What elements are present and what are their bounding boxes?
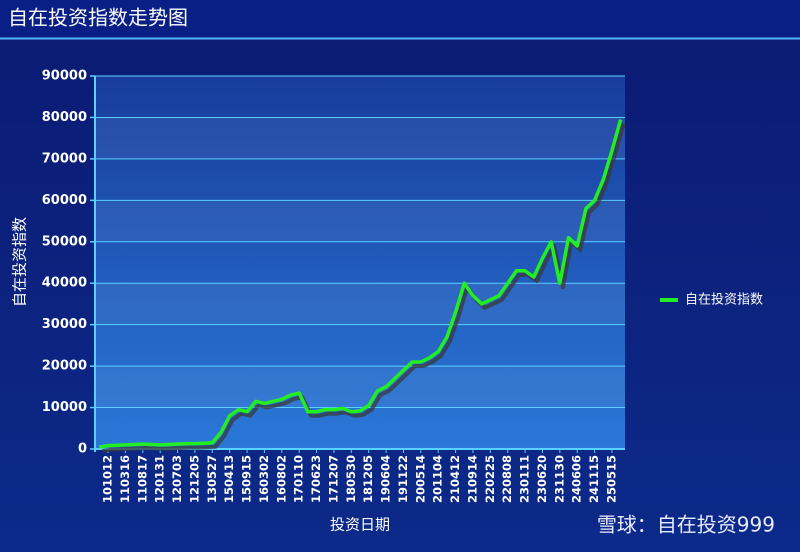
x-tick-label: 241115 bbox=[587, 455, 601, 503]
y-tick-label: 60000 bbox=[42, 193, 87, 208]
x-tick-label: 130527 bbox=[205, 455, 219, 503]
y-axis-title: 自在投资指数 bbox=[11, 217, 29, 307]
watermark: 雪球：自在投资999 bbox=[597, 513, 775, 537]
plot-area bbox=[95, 76, 625, 449]
line-shadow bbox=[102, 122, 626, 453]
x-tick-label: 170623 bbox=[309, 455, 323, 503]
line bbox=[99, 119, 623, 449]
legend-label: 自在投资指数 bbox=[685, 292, 763, 308]
y-tick-label: 40000 bbox=[42, 276, 87, 291]
x-tick-label: 220225 bbox=[483, 455, 497, 503]
plot-stripe bbox=[95, 200, 625, 242]
plot-stripe bbox=[95, 117, 625, 159]
y-tick-label: 50000 bbox=[42, 234, 87, 249]
y-tick-label: 20000 bbox=[42, 359, 87, 374]
x-tick-label: 120703 bbox=[170, 455, 184, 503]
x-tick-label: 190604 bbox=[379, 455, 393, 503]
y-tick-label: 80000 bbox=[42, 110, 87, 125]
x-tick-label: 120131 bbox=[153, 455, 167, 503]
x-tick-label: 150413 bbox=[222, 455, 236, 503]
y-tick-label: 30000 bbox=[42, 317, 87, 332]
x-tick-label: 201104 bbox=[431, 455, 445, 503]
x-tick-label: 150915 bbox=[240, 455, 254, 503]
x-tick-label: 191122 bbox=[396, 455, 410, 503]
plot-layer: 0 10000 20000 30000 40000 50000 60000 70000 8000… bbox=[42, 69, 626, 503]
x-tick-label: 210914 bbox=[465, 455, 479, 503]
x-tick-label: 160302 bbox=[257, 455, 271, 503]
y-tick-label: 0 bbox=[78, 442, 87, 457]
x-tick-label: 240606 bbox=[570, 455, 584, 503]
x-tick-label: 231130 bbox=[552, 455, 566, 503]
x-tick-label: 121205 bbox=[187, 455, 201, 503]
x-tick-label: 250515 bbox=[604, 455, 618, 503]
x-tick-label: 180530 bbox=[344, 455, 358, 503]
x-tick-label: 160802 bbox=[274, 455, 288, 503]
x-tick-label: 220808 bbox=[500, 455, 514, 503]
x-tick-label: 230620 bbox=[535, 455, 549, 503]
x-tick-label: 170110 bbox=[292, 455, 306, 503]
x-tick-label: 230111 bbox=[518, 455, 532, 503]
x-axis-title: 投资日期 bbox=[330, 516, 390, 534]
x-tick-label: 101012 bbox=[101, 455, 115, 503]
y-tick-label: 70000 bbox=[42, 151, 87, 166]
y-tick-label: 10000 bbox=[42, 400, 87, 415]
x-tick-label: 181205 bbox=[361, 455, 375, 503]
x-tick-label: 171207 bbox=[326, 455, 340, 503]
plot-stripe bbox=[95, 283, 625, 325]
y-tick-label: 90000 bbox=[42, 69, 87, 84]
x-tick-label: 110316 bbox=[118, 455, 132, 503]
plot-stripe bbox=[95, 366, 625, 408]
x-tick-label: 210412 bbox=[448, 455, 462, 503]
x-tick-label: 110817 bbox=[135, 455, 149, 503]
x-tick-label: 200514 bbox=[413, 455, 427, 503]
chart-title: 自在投资指数走势图 bbox=[8, 6, 188, 30]
title-bar bbox=[0, 0, 800, 38]
